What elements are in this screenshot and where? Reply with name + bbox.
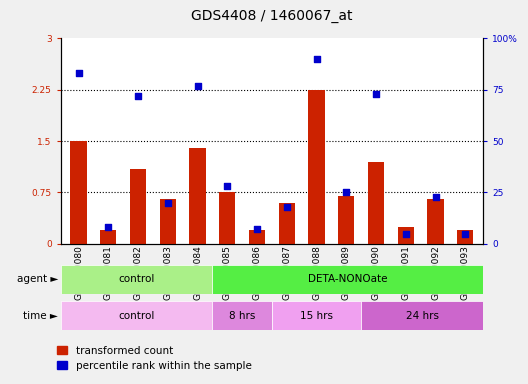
Point — [431, 194, 440, 200]
Bar — [338, 196, 354, 244]
Bar — [427, 199, 444, 244]
Text: 15 hrs: 15 hrs — [300, 311, 333, 321]
Bar — [212, 265, 483, 294]
Point — [253, 227, 261, 233]
Point — [193, 83, 202, 89]
Point — [104, 224, 112, 230]
Bar — [159, 199, 176, 244]
Bar — [61, 265, 212, 294]
Text: time ►: time ► — [23, 311, 58, 321]
Bar — [212, 301, 272, 330]
Text: control: control — [118, 311, 155, 321]
Text: 8 hrs: 8 hrs — [229, 311, 256, 321]
Point — [164, 200, 172, 206]
Bar — [70, 141, 87, 244]
Bar — [368, 162, 384, 244]
Point — [282, 204, 291, 210]
Legend: transformed count, percentile rank within the sample: transformed count, percentile rank withi… — [53, 341, 256, 375]
Bar — [130, 169, 146, 244]
Point — [461, 230, 469, 237]
Text: agent ►: agent ► — [17, 274, 58, 285]
Point — [402, 230, 410, 237]
Text: 24 hrs: 24 hrs — [406, 311, 439, 321]
Point — [134, 93, 142, 99]
Bar — [100, 230, 117, 244]
Text: control: control — [118, 274, 155, 285]
Text: GDS4408 / 1460067_at: GDS4408 / 1460067_at — [191, 9, 353, 23]
Point — [372, 91, 380, 97]
Bar — [361, 301, 483, 330]
Bar — [398, 227, 414, 244]
Bar — [219, 192, 235, 244]
Bar — [61, 301, 212, 330]
Point — [223, 183, 231, 189]
Point — [342, 189, 351, 195]
Bar — [249, 230, 265, 244]
Text: DETA-NONOate: DETA-NONOate — [308, 274, 388, 285]
Bar — [457, 230, 474, 244]
Bar — [190, 148, 206, 244]
Bar — [272, 301, 361, 330]
Point — [74, 70, 83, 76]
Bar — [279, 203, 295, 244]
Point — [313, 56, 321, 62]
Bar — [308, 90, 325, 244]
